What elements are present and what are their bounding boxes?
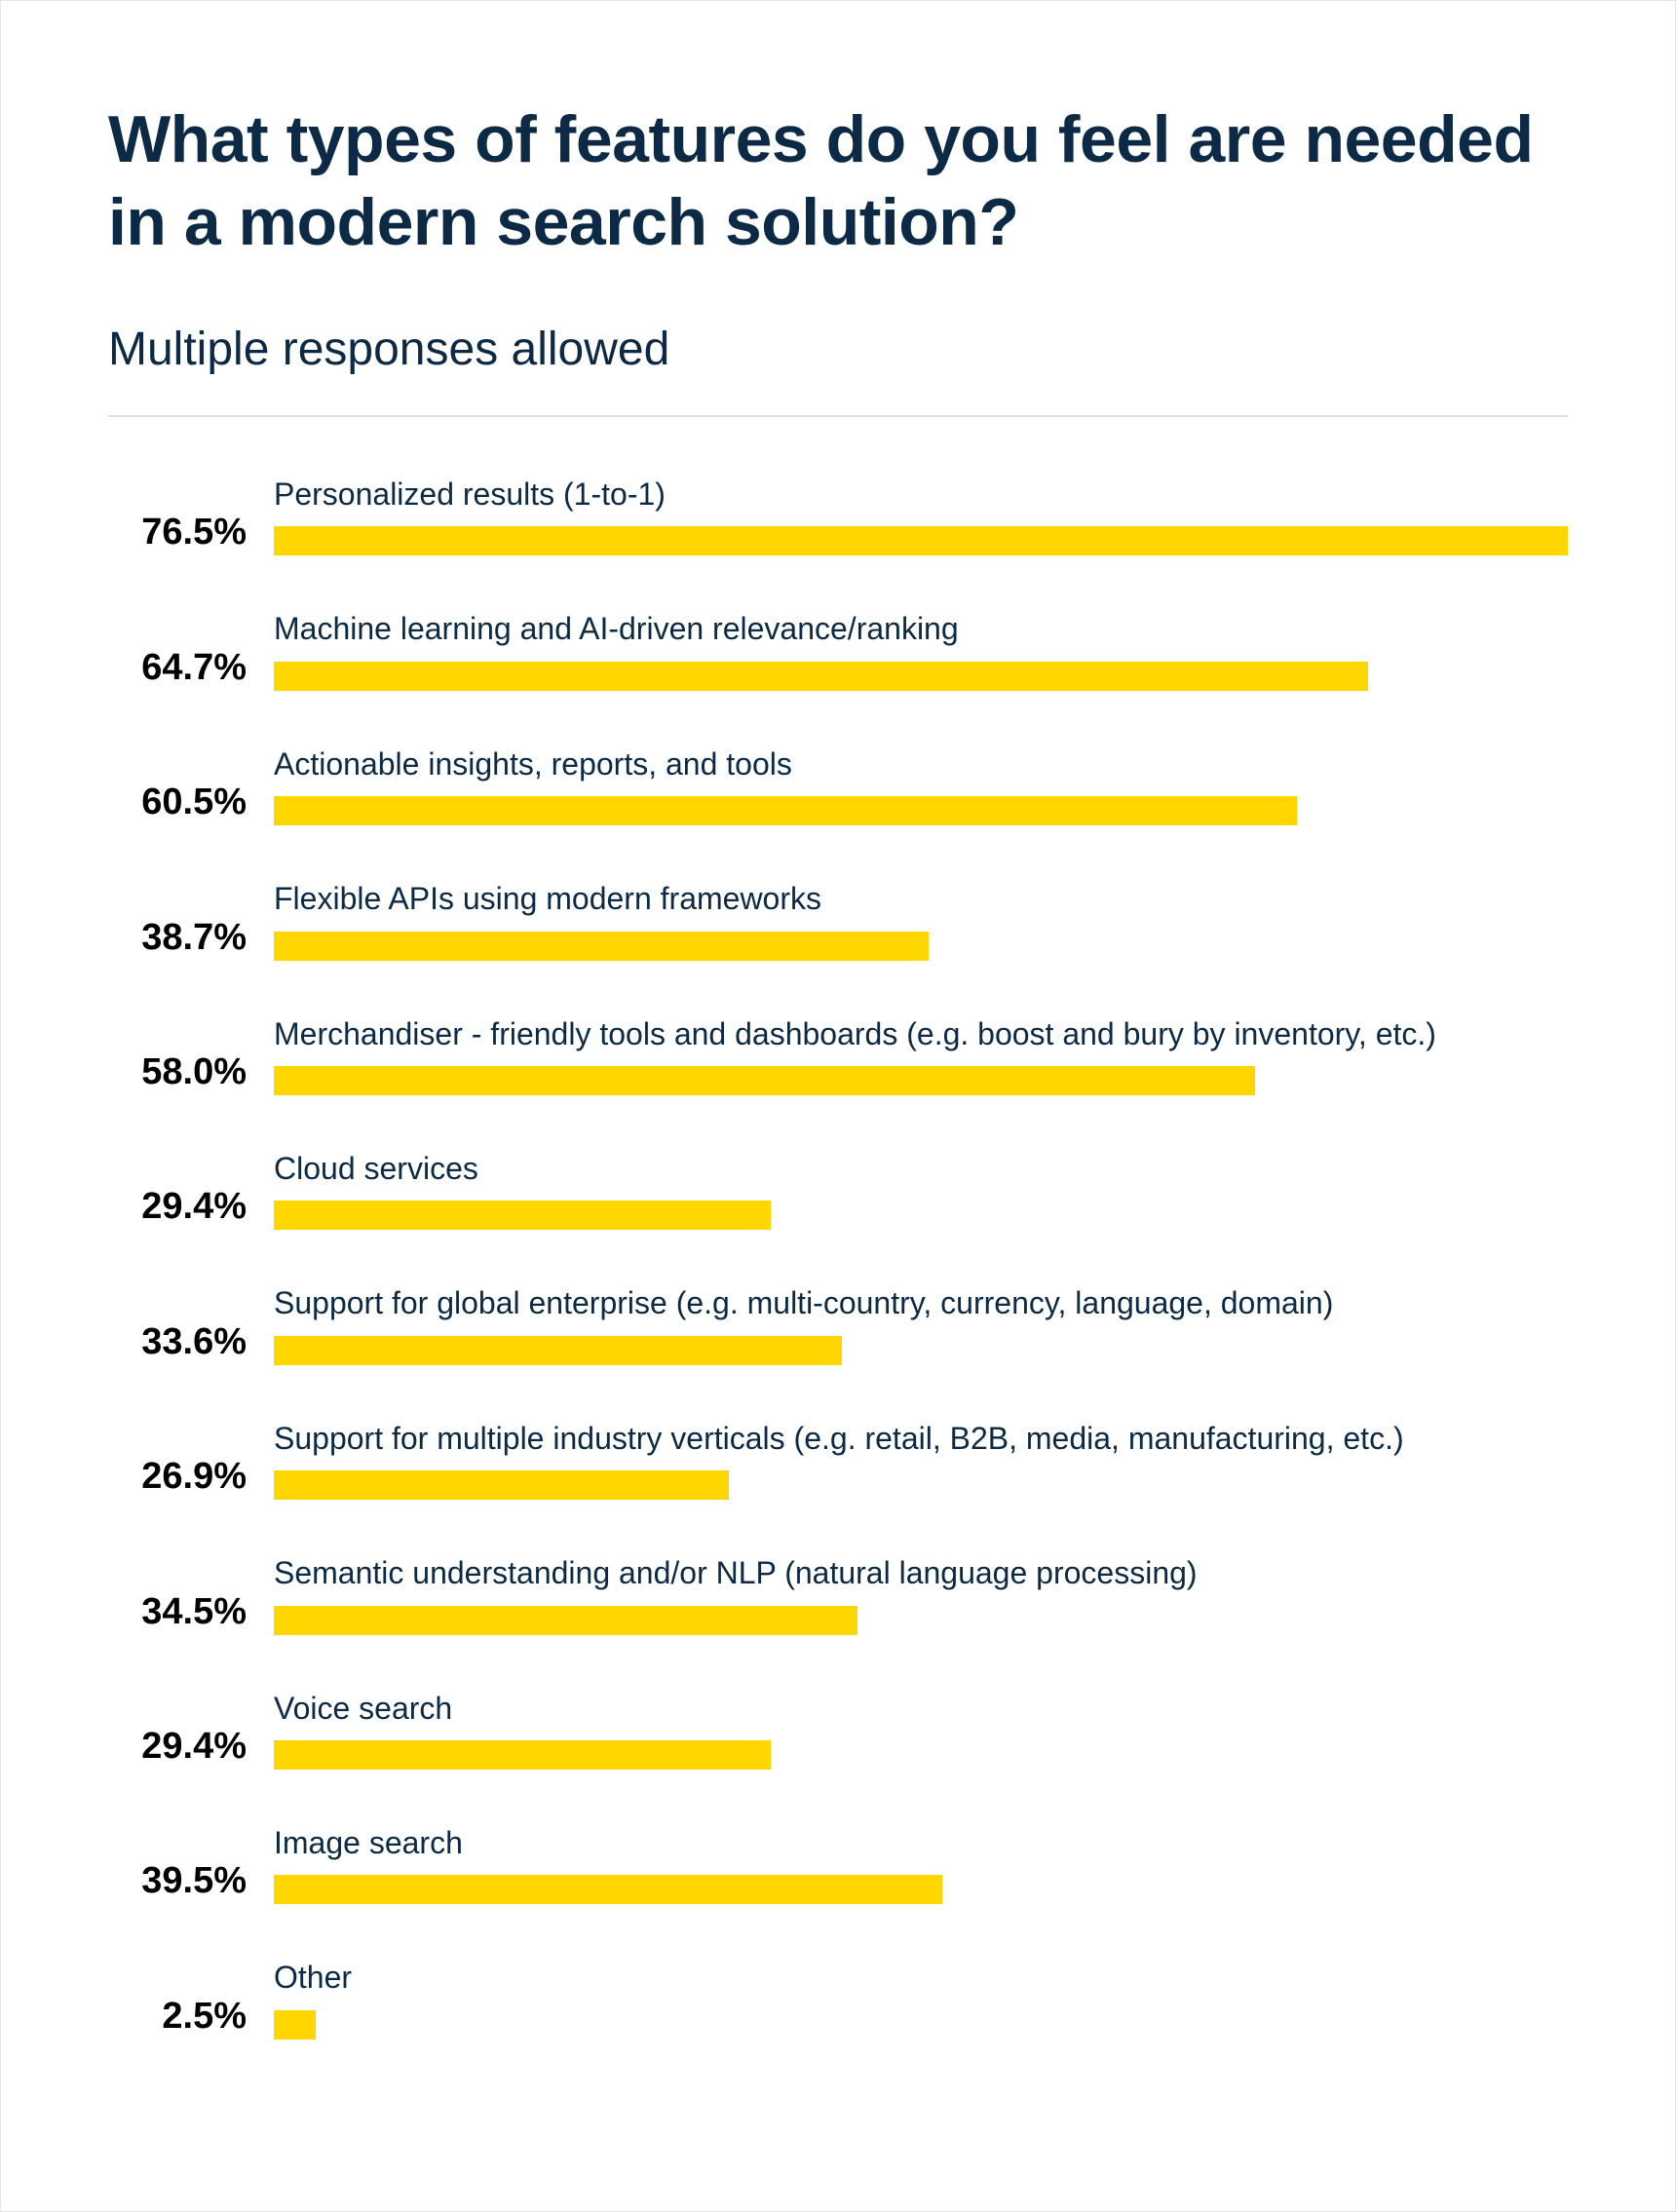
row-content: Flexible APIs using modern frameworks (274, 880, 1568, 960)
percent-value: 76.5% (108, 512, 274, 555)
row-label: Cloud services (274, 1150, 1568, 1187)
row-label: Image search (274, 1824, 1568, 1861)
row-label: Merchandiser - friendly tools and dashbo… (274, 1015, 1568, 1052)
bar-fill (274, 1875, 942, 1904)
chart-row: 39.5%Image search (108, 1824, 1568, 1904)
bar-track (274, 2010, 1568, 2040)
percent-value: 29.4% (108, 1186, 274, 1230)
chart-row: 29.4%Voice search (108, 1690, 1568, 1770)
bar-fill (274, 1606, 857, 1635)
row-label: Machine learning and AI-driven relevance… (274, 610, 1568, 647)
chart-row: 33.6%Support for global enterprise (e.g.… (108, 1284, 1568, 1364)
chart-subtitle: Multiple responses allowed (108, 323, 1568, 376)
bar-fill (274, 2010, 316, 2040)
chart-row: 58.0%Merchandiser - friendly tools and d… (108, 1015, 1568, 1095)
chart-row: 76.5%Personalized results (1-to-1) (108, 476, 1568, 555)
chart-row: 29.4%Cloud services (108, 1150, 1568, 1230)
bar-track (274, 1201, 1568, 1230)
row-label: Voice search (274, 1690, 1568, 1727)
percent-value: 34.5% (108, 1591, 274, 1635)
percent-value: 2.5% (108, 1996, 274, 2040)
chart-row: 2.5%Other (108, 1959, 1568, 2039)
bar-track (274, 796, 1568, 825)
row-content: Other (274, 1959, 1568, 2039)
bar-track (274, 932, 1568, 961)
percent-value: 33.6% (108, 1321, 274, 1365)
row-content: Voice search (274, 1690, 1568, 1770)
divider-line (108, 415, 1568, 417)
chart-row: 38.7%Flexible APIs using modern framewor… (108, 880, 1568, 960)
row-label: Flexible APIs using modern frameworks (274, 880, 1568, 917)
row-content: Image search (274, 1824, 1568, 1904)
row-content: Machine learning and AI-driven relevance… (274, 610, 1568, 690)
bar-fill (274, 1470, 729, 1500)
row-content: Support for multiple industry verticals … (274, 1420, 1568, 1500)
bar-fill (274, 1740, 771, 1770)
row-label: Personalized results (1-to-1) (274, 476, 1568, 513)
percent-value: 58.0% (108, 1051, 274, 1095)
bar-track (274, 662, 1568, 691)
percent-value: 26.9% (108, 1456, 274, 1500)
bar-fill (274, 526, 1568, 555)
percent-value: 29.4% (108, 1726, 274, 1770)
bar-fill (274, 1201, 771, 1230)
row-label: Support for multiple industry verticals … (274, 1420, 1568, 1457)
bar-track (274, 526, 1568, 555)
row-content: Personalized results (1-to-1) (274, 476, 1568, 555)
bar-track (274, 1470, 1568, 1500)
survey-chart-card: What types of features do you feel are n… (0, 0, 1676, 2212)
bar-track (274, 1336, 1568, 1365)
percent-value: 60.5% (108, 782, 274, 825)
row-label: Actionable insights, reports, and tools (274, 745, 1568, 782)
chart-rows: 76.5%Personalized results (1-to-1)64.7%M… (108, 476, 1568, 2040)
bar-fill (274, 796, 1297, 825)
percent-value: 39.5% (108, 1860, 274, 1904)
chart-row: 34.5%Semantic understanding and/or NLP (… (108, 1554, 1568, 1634)
chart-row: 64.7%Machine learning and AI-driven rele… (108, 610, 1568, 690)
bar-fill (274, 1066, 1255, 1095)
row-content: Semantic understanding and/or NLP (natur… (274, 1554, 1568, 1634)
percent-value: 38.7% (108, 917, 274, 961)
bar-track (274, 1875, 1568, 1904)
row-label: Support for global enterprise (e.g. mult… (274, 1284, 1568, 1321)
bar-track (274, 1740, 1568, 1770)
chart-title: What types of features do you feel are n… (108, 98, 1568, 264)
bar-fill (274, 662, 1368, 691)
chart-row: 26.9%Support for multiple industry verti… (108, 1420, 1568, 1500)
percent-value: 64.7% (108, 647, 274, 691)
row-content: Merchandiser - friendly tools and dashbo… (274, 1015, 1568, 1095)
row-content: Actionable insights, reports, and tools (274, 745, 1568, 825)
bar-fill (274, 1336, 842, 1365)
bar-track (274, 1606, 1568, 1635)
row-label: Other (274, 1959, 1568, 1996)
row-content: Cloud services (274, 1150, 1568, 1230)
bar-fill (274, 932, 929, 961)
row-label: Semantic understanding and/or NLP (natur… (274, 1554, 1568, 1591)
chart-row: 60.5%Actionable insights, reports, and t… (108, 745, 1568, 825)
bar-track (274, 1066, 1568, 1095)
row-content: Support for global enterprise (e.g. mult… (274, 1284, 1568, 1364)
